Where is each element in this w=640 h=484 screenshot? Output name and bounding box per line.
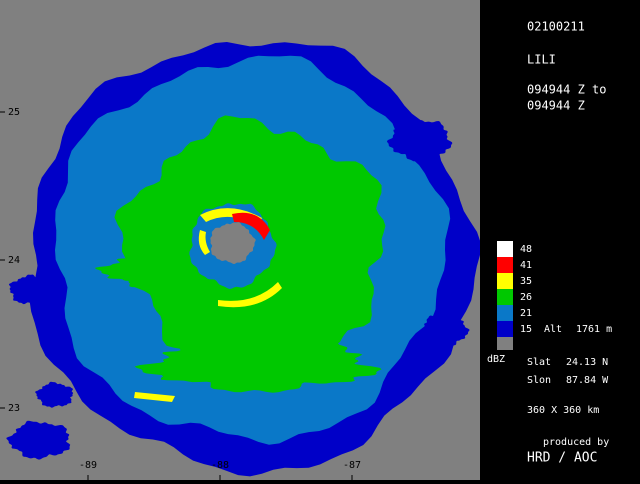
legend-swatch [497,289,513,305]
lat-label: 23 [8,403,20,414]
legend-swatch [497,337,513,350]
time-to: 094944 Z [527,99,585,113]
domain-size: 360 X 360 km [527,405,599,416]
slon-label: Slon [527,375,551,386]
axis: 25 24 23 -89 -88 -87 [0,107,361,480]
legend-swatch [497,241,513,257]
legend-unit: dBZ [487,354,505,365]
slat-value: 24.13 N [566,357,608,368]
lon-label: -88 [211,460,229,471]
legend-label: 15 [520,324,532,335]
echo-15 [386,120,453,162]
radar-echo [6,42,481,477]
info-panel [480,0,640,480]
lon-label: -87 [343,460,361,471]
slat-label: Slat [527,357,551,368]
legend-label: 21 [520,308,532,319]
echo-26 [134,339,382,393]
lat-label: 25 [8,107,20,118]
echo-35 [218,282,282,308]
legend-label: 41 [520,260,532,271]
echo-35 [198,230,210,255]
time-from: 094944 Z to [527,83,606,97]
credit-line1: produced by [543,437,609,448]
lat-label: 24 [8,255,20,266]
echo-15 [6,420,71,460]
legend-swatch [497,257,513,273]
legend-swatch [497,321,513,337]
alt-label: Alt [544,324,562,335]
lon-label: -89 [79,460,97,471]
echo-35 [134,392,175,402]
legend-label: 26 [520,292,532,303]
echo-35 [200,208,262,226]
echo-41 [232,212,270,240]
eye [210,222,256,264]
date: 02100211 [527,20,585,34]
storm-name: LILI [527,53,556,67]
legend: 48 41 35 26 21 15 [497,241,532,350]
slon-value: 87.84 W [566,375,609,386]
legend-label: 35 [520,276,532,287]
legend-swatch [497,273,513,289]
echo-15 [421,313,470,348]
credit-line2: HRD / AOC [527,451,597,466]
legend-label: 48 [520,244,532,255]
legend-swatch [497,305,513,321]
echo-15 [8,274,52,305]
echo-15 [35,381,74,408]
alt-value: 1761 m [576,324,612,335]
